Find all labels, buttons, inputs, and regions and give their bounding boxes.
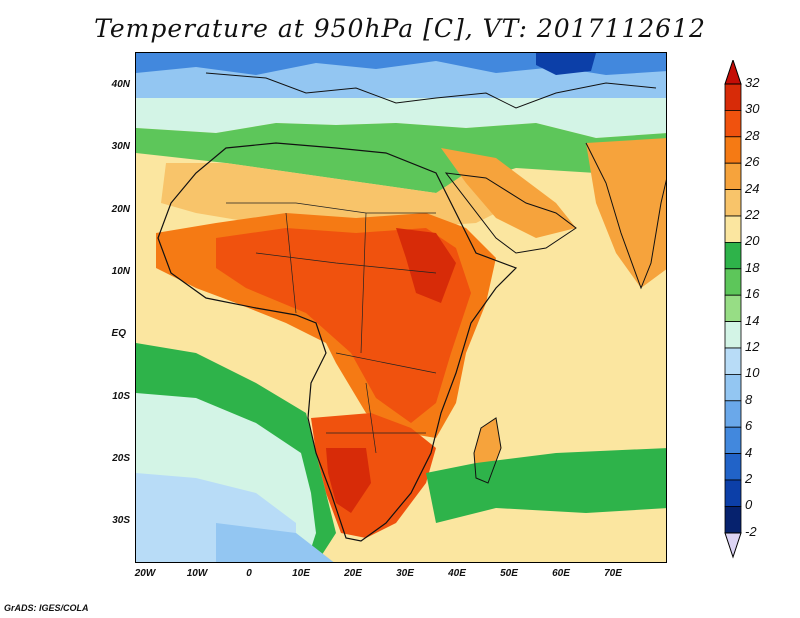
arabia-coastline [444,172,577,254]
colorbar-level-label: -2 [745,523,757,539]
lat-label-30s: 30S [112,515,130,526]
lat-label-20s: 20S [112,453,130,464]
lon-label-20e: 20E [344,568,362,579]
colorbar-box [724,426,742,455]
lon-label-70e: 70E [604,568,622,579]
lat-label-40n: 40N [111,79,130,90]
colorbar-box [724,136,742,164]
colorbar-box [724,241,742,270]
lat-label-20n: 20N [111,204,130,215]
colorbar-box [724,268,742,296]
field-north-africa-green [136,123,666,193]
colorbar-level-label: 16 [745,286,760,302]
colorbar-box [724,294,742,322]
colorbar-level-label: 26 [745,154,760,170]
field-europe-cold [136,53,666,75]
colorbar-level-label: 32 [745,75,760,90]
lon-label-30e: 30E [396,568,414,579]
colorbar-box [724,189,742,217]
field-sahara-warm [161,163,516,228]
lat-label-eq: EQ [111,328,126,339]
temperature-map [136,53,666,562]
country-borders [226,202,437,454]
colorbar-box [724,505,742,534]
lon-label-60e: 60E [552,568,570,579]
madagascar-coastline [473,417,502,484]
colorbar-level-label: 22 [745,207,760,222]
lat-label-30n: 30N [111,141,130,152]
colorbar-box [724,479,742,507]
colorbar-box [724,321,742,349]
colorbar-level-label: 24 [745,180,760,196]
lon-label-0: 0 [246,568,252,579]
colorbar-level-label: 14 [745,312,760,328]
field-mediterranean [136,98,666,138]
colorbar-level-label: 10 [745,365,760,381]
lat-label-10s: 10S [112,391,130,402]
field-kalahari-hottest [326,448,371,513]
colorbar-box [724,453,742,481]
lon-label-50e: 50E [500,568,518,579]
field-caspian-cold [536,53,596,75]
field-indian-ocean-green [426,448,666,523]
colorbar [724,60,742,559]
colorbar-level-label: 28 [745,127,760,143]
colorbar-top-arrow [724,60,742,85]
field-india [586,138,666,288]
lon-label-10e: 10E [292,568,310,579]
colorbar-box [724,347,742,375]
credit-label: GrADS: IGES/COLA [4,603,89,613]
europe-coastline [205,72,657,109]
colorbar-box [724,215,742,243]
chart-title: Temperature at 950hPa [C], VT: 201711261… [94,14,706,43]
colorbar-level-label: 12 [745,339,760,354]
colorbar-level-label: 18 [745,259,760,275]
lon-label-40e: 40E [448,568,466,579]
lon-label-20w: 20W [134,568,156,579]
colorbar-box [724,110,742,138]
colorbar-level-label: 2 [745,471,753,486]
field-central-africa-hot [216,228,471,423]
lon-label-10w: 10W [186,568,208,579]
colorbar-box [724,162,742,190]
india-coastline [585,142,666,290]
colorbar-bottom-arrow [724,532,742,559]
africa-coastline [157,142,518,542]
map-panel [135,52,667,563]
field-arabia [441,148,576,238]
colorbar-level-label: 4 [745,444,753,460]
colorbar-level-label: 8 [745,391,753,407]
colorbar-level-label: 6 [745,418,753,434]
field-southern-ocean [216,523,334,562]
colorbar-level-label: 20 [745,233,760,249]
lat-label-10n: 10N [111,266,130,277]
field-east-africa-hottest [396,228,456,303]
colorbar-level-label: 0 [745,497,753,513]
colorbar-box [724,83,742,111]
colorbar-box [724,373,742,402]
colorbar-level-label: 30 [745,101,760,117]
colorbar-box [724,400,742,428]
